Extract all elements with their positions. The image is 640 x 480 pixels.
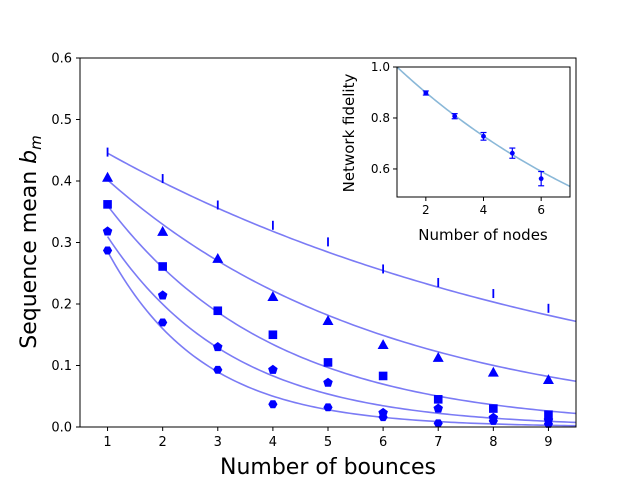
main-x-tick-label-7: 7 — [434, 435, 442, 450]
data-point-s4-5 — [323, 377, 333, 387]
main-y-axis-label-subscript: m — [27, 135, 45, 150]
main-x-tick-label-3: 3 — [214, 435, 222, 450]
main-x-tick-label-9: 9 — [544, 435, 552, 450]
data-point-s2-5 — [322, 315, 334, 326]
main-y-tick-label-0.4: 0.4 — [51, 175, 72, 190]
main-x-tick-label-1: 1 — [103, 435, 111, 450]
data-point-s2-6 — [377, 339, 389, 349]
main-x-tick-label-5: 5 — [324, 435, 332, 450]
data-point-s2-2 — [157, 225, 169, 236]
main-y-tick-label-0.5: 0.5 — [51, 113, 72, 128]
inset-x-tick-label-2: 2 — [422, 203, 430, 217]
main-plot-area: 1 2 3 4 5 6 7 8 9 0.0 0.1 0.2 0.3 0.4 0.5 0.6 — [51, 52, 577, 450]
data-point-s4-2 — [157, 290, 168, 300]
inset-y-tick-label-1.0: 1.0 — [371, 60, 390, 74]
data-point-s3-2 — [158, 262, 167, 271]
data-point-s2-8 — [487, 366, 499, 377]
main-x-tick-label-6: 6 — [379, 435, 387, 450]
inset-data-point-4 — [509, 150, 515, 156]
main-x-axis-label: Number of bounces — [220, 455, 436, 480]
inset-y-axis-label: Network fidelity — [340, 74, 358, 193]
inset-data-point-1 — [423, 90, 429, 96]
data-point-s4-3 — [213, 342, 223, 352]
data-point-s5-4 — [268, 400, 278, 409]
fit-curve-5 — [106, 250, 577, 427]
data-point-s3-7 — [433, 395, 443, 404]
main-x-tick-label-8: 8 — [489, 435, 497, 450]
data-point-s5-2 — [158, 318, 168, 327]
data-point-s2-7 — [432, 352, 444, 362]
main-y-tick-label-0.1: 0.1 — [51, 359, 72, 374]
data-point-s5-6 — [378, 413, 388, 422]
data-point-s3-5 — [323, 358, 333, 367]
data-point-s4-1 — [102, 226, 113, 236]
data-point-s2-9 — [542, 374, 554, 385]
data-point-s5-9 — [543, 419, 554, 428]
data-point-s3-1 — [103, 200, 112, 209]
inset-data-point-5 — [538, 176, 544, 182]
data-point-s2-3 — [212, 252, 224, 263]
main-y-tick-label-0.0: 0.0 — [51, 421, 72, 436]
data-point-s5-1 — [102, 246, 113, 255]
data-point-s5-3 — [213, 365, 223, 374]
fit-curve-2 — [107, 179, 577, 383]
main-y-tick-label-0.6: 0.6 — [51, 52, 72, 67]
data-point-s5-8 — [488, 416, 498, 425]
data-point-s3-3 — [213, 306, 223, 316]
main-y-axis-label-symbol: b — [17, 150, 42, 164]
fit-curve-1 — [107, 152, 577, 323]
data-point-s5-7 — [433, 419, 443, 428]
inset-x-axis-label: Number of nodes — [418, 226, 548, 244]
inset-data-point-3 — [481, 133, 486, 139]
fit-curve-4 — [106, 236, 577, 424]
main-x-tick-label-2: 2 — [159, 435, 167, 450]
main-x-tick-label-4: 4 — [269, 435, 277, 450]
inset-y-tick-label-0.8: 0.8 — [371, 111, 390, 125]
main-y-axis-label: Sequence mean bm — [17, 135, 45, 349]
data-point-s3-8 — [489, 404, 498, 413]
data-point-s2-1 — [102, 171, 114, 182]
inset-x-tick-label-4: 4 — [480, 203, 488, 217]
fit-curve-3 — [106, 205, 577, 415]
inset-plot-area: 2 4 6 0.6 0.8 1.0 — [371, 60, 571, 217]
data-point-s3-4 — [268, 330, 278, 340]
data-point-s4-7 — [433, 403, 443, 413]
inset-x-tick-label-6: 6 — [537, 203, 545, 217]
main-y-tick-label-0.2: 0.2 — [51, 298, 72, 313]
data-point-s3-6 — [378, 371, 388, 381]
main-y-axis-label-text: Sequence mean — [17, 164, 42, 349]
data-point-s5-5 — [323, 403, 333, 412]
data-point-s2-4 — [267, 291, 279, 302]
inset-y-tick-label-0.6: 0.6 — [371, 162, 390, 176]
data-point-s3-9 — [544, 410, 553, 419]
data-point-s4-4 — [268, 364, 278, 374]
main-y-tick-label-0.3: 0.3 — [51, 236, 72, 251]
inset-data-point-2 — [452, 113, 458, 119]
